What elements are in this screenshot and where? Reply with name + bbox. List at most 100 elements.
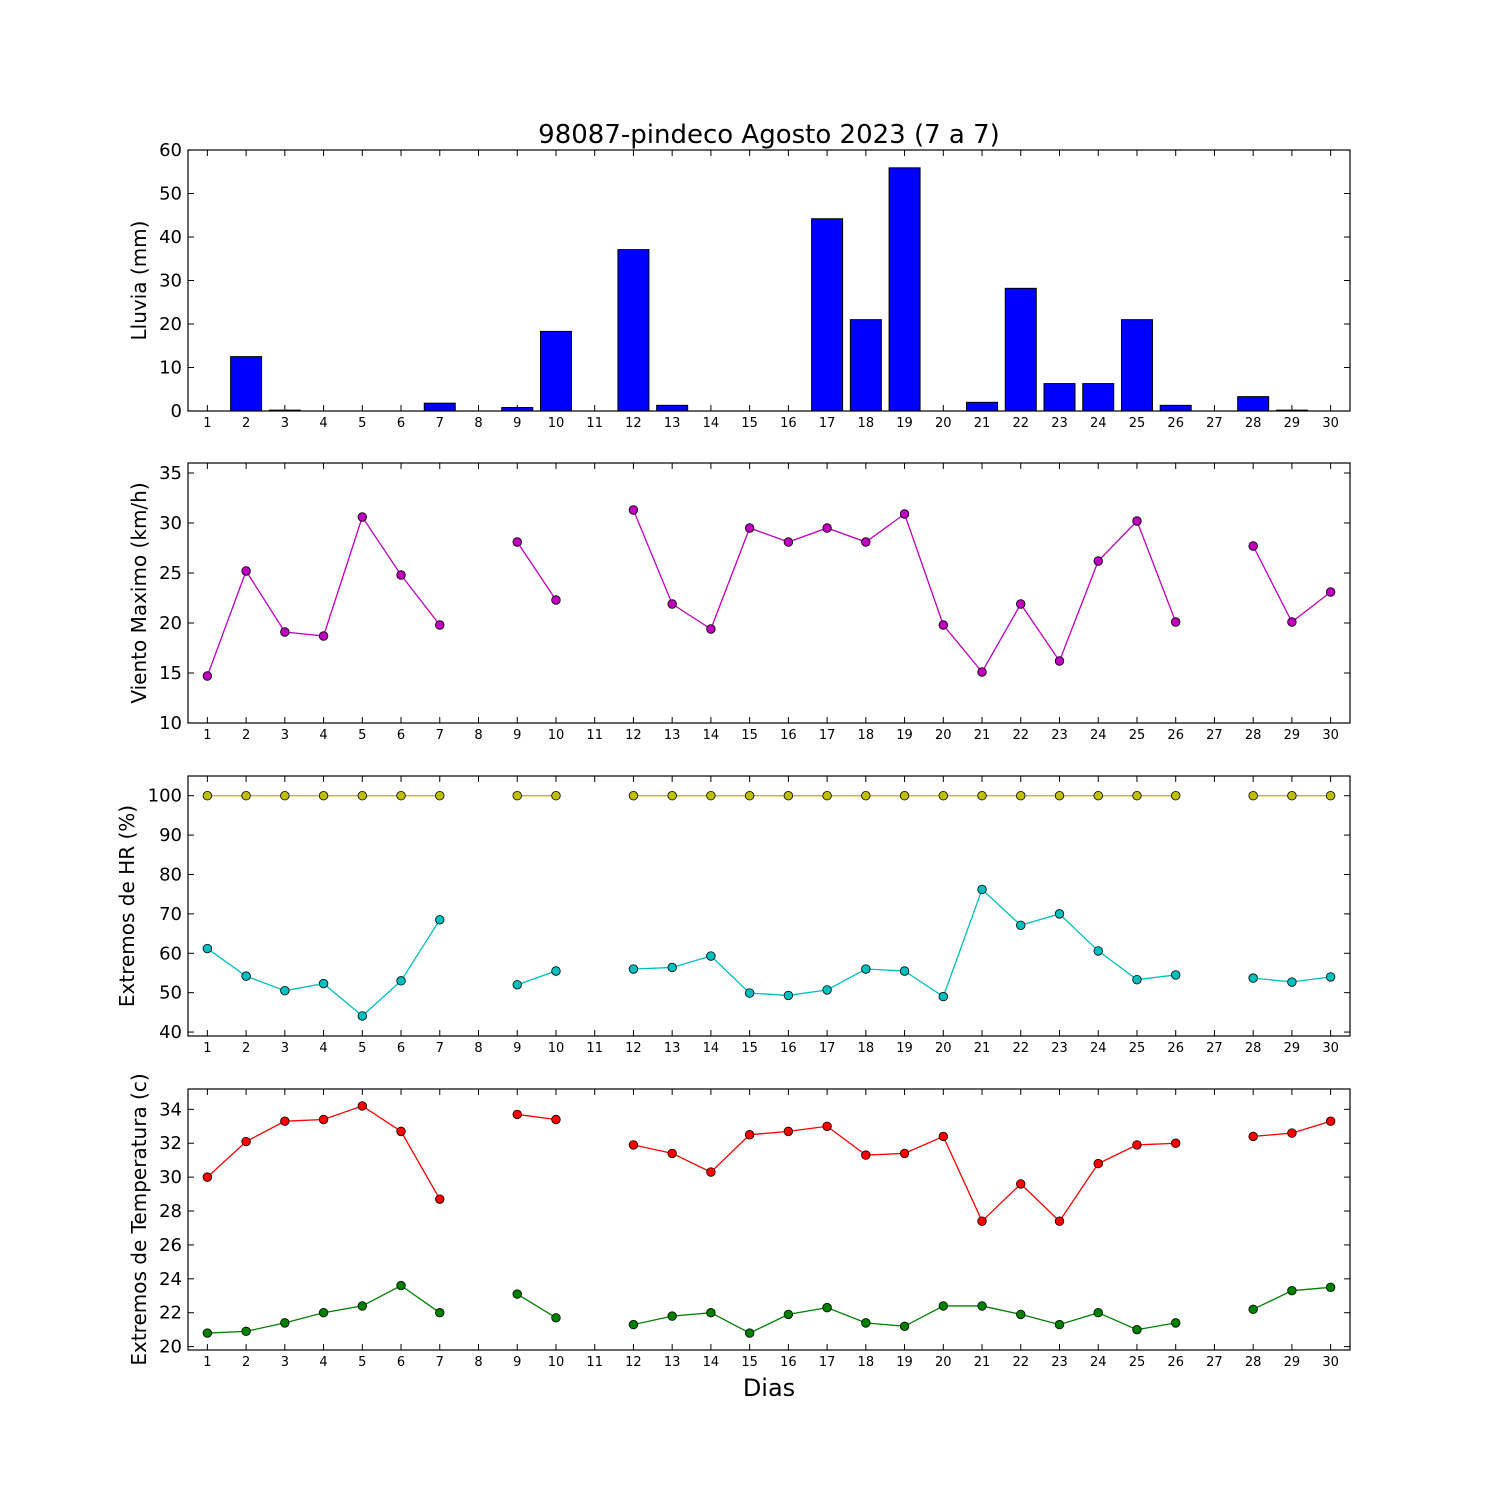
series-2-point-day-23 bbox=[1054, 1319, 1065, 1330]
series-1-point-day-12 bbox=[628, 1140, 639, 1150]
series-2-line bbox=[517, 970, 557, 986]
series-2-point-day-12 bbox=[628, 964, 639, 974]
x-tick-label: 24 bbox=[1090, 1355, 1107, 1370]
series-2-point-day-18 bbox=[861, 1318, 871, 1328]
series-1-point-day-18 bbox=[861, 537, 871, 547]
x-tick-label: 12 bbox=[625, 1041, 642, 1056]
x-tick-label: 10 bbox=[548, 416, 565, 431]
y-tick-label: 10 bbox=[159, 358, 182, 379]
x-tick-label: 27 bbox=[1206, 1355, 1223, 1370]
y-tick-label: 26 bbox=[159, 1235, 182, 1256]
x-tick-label: 6 bbox=[397, 1041, 405, 1056]
x-tick-label: 3 bbox=[281, 728, 289, 743]
series-1-point-day-20 bbox=[938, 790, 949, 801]
series-1-point-day-3 bbox=[280, 790, 290, 801]
x-tick-label: 12 bbox=[625, 728, 642, 743]
series-1-point-day-3 bbox=[280, 627, 290, 637]
x-tick-label: 9 bbox=[513, 1041, 521, 1056]
series-1-point-day-24 bbox=[1093, 790, 1103, 801]
series-2-point-day-28 bbox=[1248, 1304, 1258, 1315]
series-1-point-day-5 bbox=[357, 790, 368, 801]
series-1-point-day-10 bbox=[551, 790, 561, 801]
series-2-point-day-22 bbox=[1016, 920, 1026, 931]
x-tick-label: 20 bbox=[935, 1041, 952, 1056]
y-tick-label: 32 bbox=[159, 1133, 182, 1154]
series-1-point-day-9 bbox=[512, 1109, 522, 1120]
x-tick-label: 26 bbox=[1167, 1355, 1184, 1370]
series-2-line bbox=[633, 888, 1176, 998]
series-1-line bbox=[517, 1113, 557, 1121]
series-1-point-day-10 bbox=[551, 1114, 561, 1125]
x-tick-label: 2 bbox=[242, 416, 250, 431]
x-tick-label: 17 bbox=[819, 1041, 836, 1056]
y-tick-label: 20 bbox=[159, 1337, 182, 1358]
x-tick-label: 2 bbox=[242, 728, 250, 743]
series-2-point-day-25 bbox=[1132, 974, 1142, 985]
y-tick-label: 70 bbox=[159, 904, 182, 925]
x-tick-label: 21 bbox=[974, 1041, 991, 1056]
series-2-point-day-15 bbox=[744, 988, 755, 998]
y-tick-label: 28 bbox=[159, 1201, 182, 1222]
series-1-point-day-3 bbox=[280, 1116, 290, 1126]
series-2-point-day-13 bbox=[667, 962, 677, 973]
x-tick-label: 29 bbox=[1284, 1355, 1301, 1370]
series-2-point-day-30 bbox=[1325, 972, 1336, 982]
x-tick-label: 20 bbox=[935, 728, 952, 743]
x-tick-label: 10 bbox=[548, 1355, 565, 1370]
series-1-point-day-15 bbox=[744, 523, 755, 533]
series-2-point-day-7 bbox=[435, 1308, 445, 1318]
x-tick-label: 10 bbox=[548, 1041, 565, 1056]
series-2-point-day-22 bbox=[1016, 1309, 1026, 1320]
x-tick-label: 19 bbox=[896, 1041, 913, 1056]
series-1-point-day-2 bbox=[241, 790, 251, 801]
x-tick-label: 22 bbox=[1012, 416, 1029, 431]
x-tick-label: 29 bbox=[1284, 416, 1301, 431]
series-1-point-day-5 bbox=[357, 1101, 368, 1111]
series-1-point-day-30 bbox=[1325, 587, 1336, 597]
x-tick-label: 18 bbox=[858, 728, 875, 743]
x-tick-label: 4 bbox=[319, 728, 327, 743]
series-1-point-day-25 bbox=[1132, 790, 1142, 801]
x-tick-label: 16 bbox=[780, 728, 797, 743]
x-tick-label: 16 bbox=[780, 416, 797, 431]
x-tick-label: 7 bbox=[436, 728, 444, 743]
series-2-point-day-13 bbox=[667, 1311, 677, 1321]
series-1-point-day-23 bbox=[1054, 1216, 1065, 1226]
x-tick-label: 26 bbox=[1167, 728, 1184, 743]
series-1-point-day-12 bbox=[628, 790, 639, 801]
x-tick-label: 5 bbox=[358, 728, 366, 743]
x-tick-label: 9 bbox=[513, 1355, 521, 1370]
x-tick-label: 8 bbox=[474, 416, 482, 431]
series-1-point-day-16 bbox=[783, 790, 794, 801]
series-1-point-day-14 bbox=[706, 624, 716, 634]
bar-day-10 bbox=[539, 330, 572, 412]
x-tick-label: 5 bbox=[358, 1041, 366, 1056]
x-tick-label: 11 bbox=[586, 416, 603, 431]
series-1-point-day-19 bbox=[899, 790, 910, 801]
series-2-line bbox=[516, 1293, 557, 1319]
y-tick-label: 50 bbox=[159, 184, 182, 205]
series-1-point-day-12 bbox=[628, 505, 639, 515]
y-tick-label: 80 bbox=[159, 864, 182, 885]
x-tick-label: 30 bbox=[1322, 728, 1339, 743]
series-1-point-day-24 bbox=[1093, 1158, 1103, 1169]
series-1-point-day-26 bbox=[1170, 790, 1181, 801]
x-tick-label: 19 bbox=[896, 728, 913, 743]
x-tick-label: 8 bbox=[474, 1041, 482, 1056]
series-2-point-day-10 bbox=[551, 966, 561, 976]
y-tick-label: 15 bbox=[159, 663, 182, 684]
plot-frame bbox=[187, 1088, 1351, 1351]
x-tick-label: 7 bbox=[436, 416, 444, 431]
series-1-point-day-1 bbox=[202, 1172, 213, 1182]
series-2-point-day-10 bbox=[551, 1313, 561, 1323]
y-tick-label: 24 bbox=[159, 1269, 182, 1290]
x-tick-label: 12 bbox=[625, 416, 642, 431]
series-2-point-day-18 bbox=[861, 964, 871, 974]
bar-day-7 bbox=[423, 402, 456, 412]
series-1-point-day-22 bbox=[1016, 790, 1026, 801]
series-2-point-day-2 bbox=[241, 971, 251, 981]
series-2-point-day-1 bbox=[202, 1328, 213, 1338]
x-tick-label: 18 bbox=[858, 416, 875, 431]
series-1-line bbox=[632, 509, 1177, 674]
x-tick-label: 9 bbox=[513, 728, 521, 743]
